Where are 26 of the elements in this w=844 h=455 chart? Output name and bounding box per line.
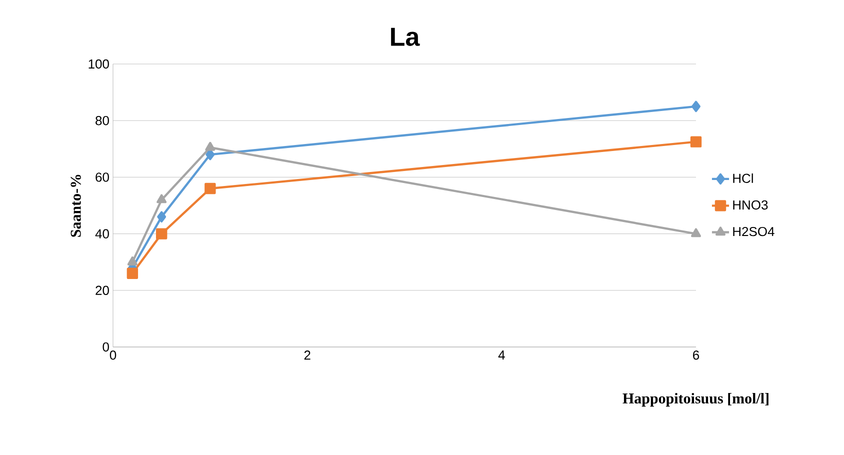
x-tick-label: 2 — [304, 350, 310, 360]
point — [127, 256, 138, 266]
point — [692, 100, 700, 112]
y-tick-label: 0 — [102, 342, 109, 352]
legend-label: H2SO4 — [733, 226, 774, 236]
point — [205, 142, 216, 151]
point — [690, 136, 702, 148]
point — [126, 268, 138, 280]
chart-title: La — [391, 28, 420, 46]
point — [157, 211, 166, 222]
y-tick-label: 60 — [96, 172, 109, 182]
legend-label: HCl — [733, 173, 753, 183]
x-tick-label: 6 — [693, 350, 700, 360]
point — [156, 228, 168, 240]
y-axis-title: Saanto-% — [70, 174, 81, 237]
point — [204, 182, 216, 194]
y-tick-label: 40 — [95, 229, 109, 238]
y-tick-label: 80 — [96, 116, 109, 126]
legend-label: HNO3 — [733, 200, 768, 210]
x-axis-title: Happopitoisuus [mol/l] — [622, 392, 768, 407]
y-tick-label: 20 — [96, 286, 109, 295]
point — [691, 228, 701, 238]
point — [156, 194, 167, 204]
x-tick-label: 0 — [110, 350, 116, 360]
y-tick-label: 100 — [88, 59, 109, 69]
x-tick-label: 4 — [498, 350, 505, 360]
